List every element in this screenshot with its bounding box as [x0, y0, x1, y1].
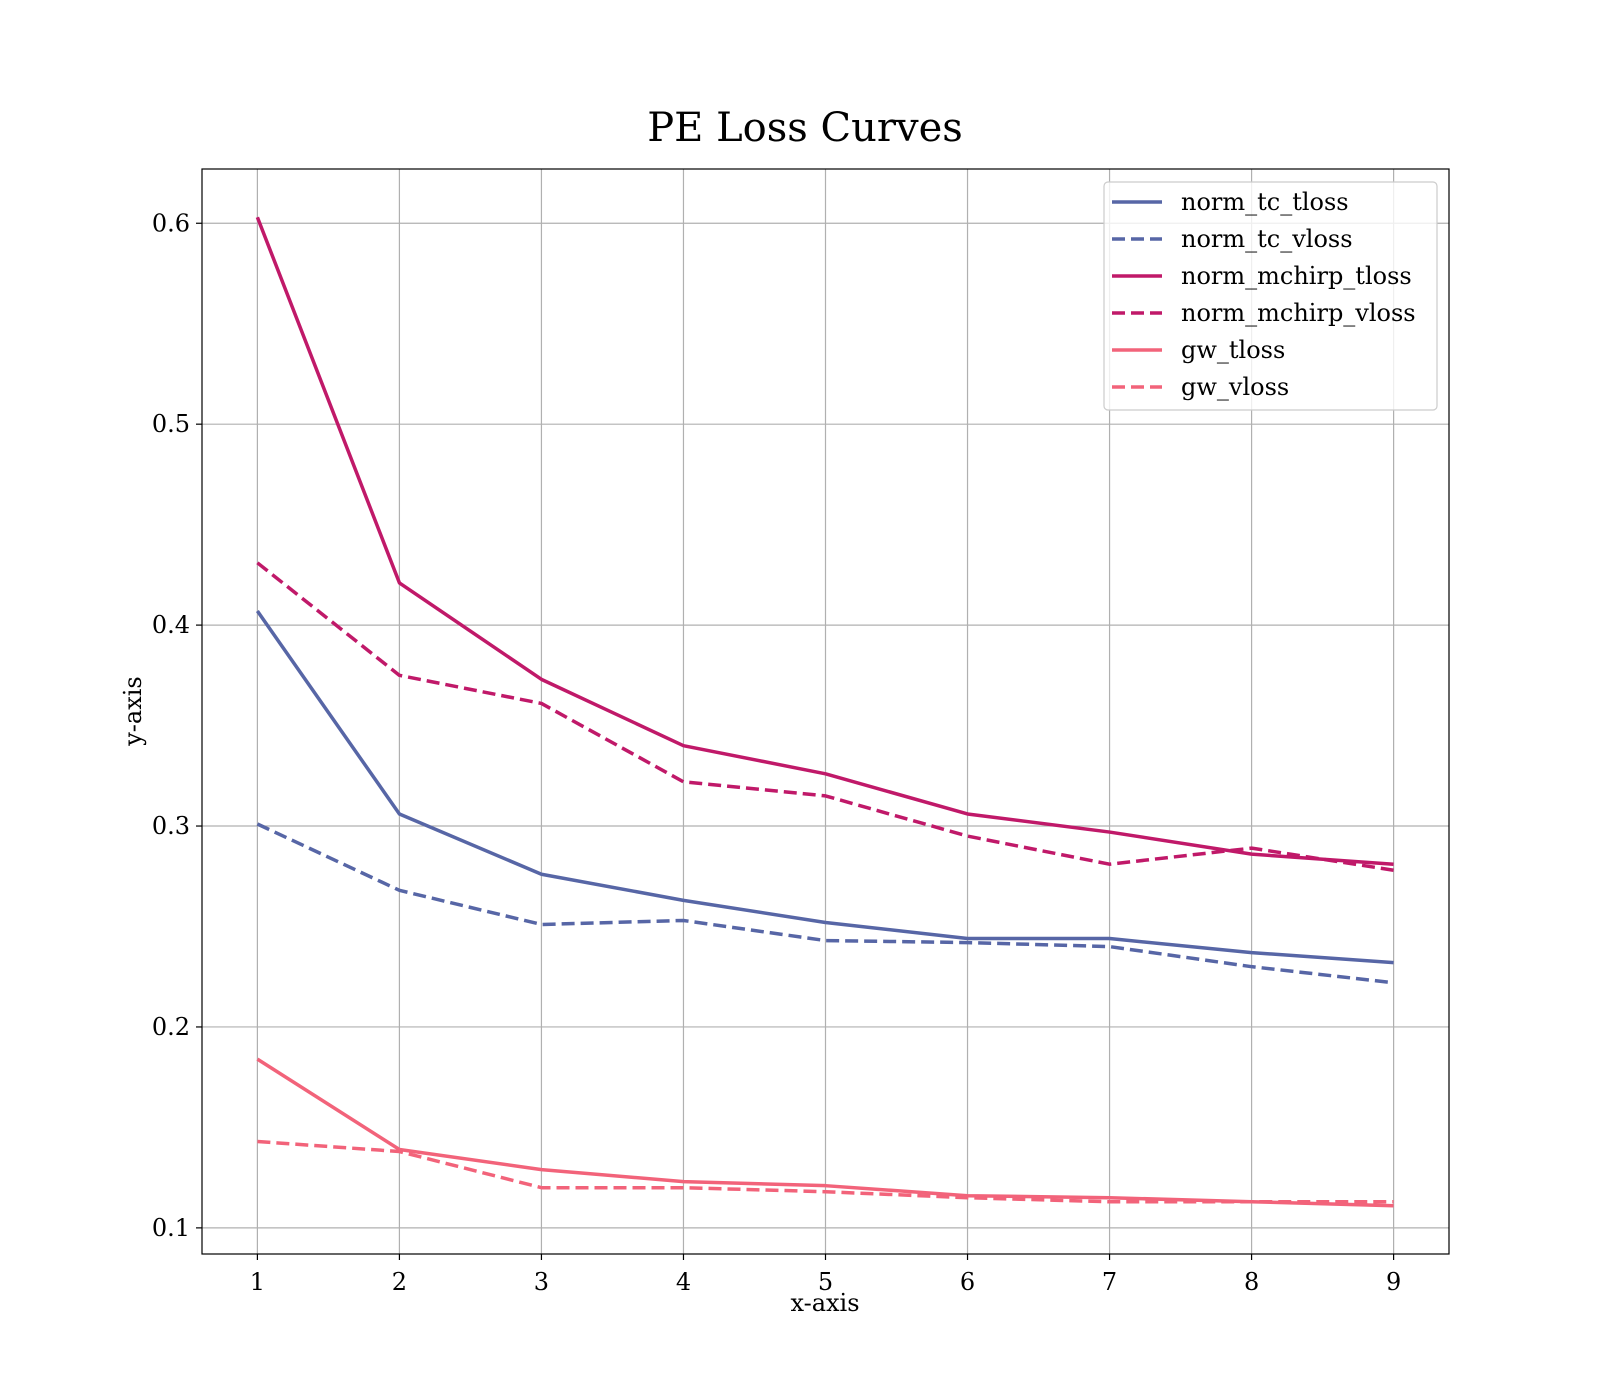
x-tick-label: 5: [818, 1268, 833, 1296]
series-line-norm-mchirp-vloss: [256, 561, 1394, 872]
legend-label: norm_tc_vloss: [1181, 225, 1353, 253]
legend-label: gw_vloss: [1181, 373, 1289, 401]
x-tick-label: 1: [250, 1268, 265, 1296]
legend-label: gw_tloss: [1181, 336, 1285, 364]
legend-label: norm_tc_tloss: [1181, 188, 1349, 216]
x-tick-label: 4: [676, 1268, 691, 1296]
chart-title: PE Loss Curves: [647, 105, 963, 151]
y-axis-label: y-axis: [119, 676, 147, 747]
x-tick-label: 6: [960, 1268, 975, 1296]
y-tick-label: 0.2: [152, 1013, 190, 1041]
y-tick-label: 0.3: [152, 812, 190, 840]
plot-series: [255, 216, 1394, 1208]
series-line-gw-vloss: [257, 1139, 1394, 1204]
legend-label: norm_mchirp_vloss: [1181, 299, 1416, 327]
x-tick-label: 3: [534, 1268, 549, 1296]
x-tick-label: 2: [392, 1268, 407, 1296]
series-line-norm-mchirp-tloss: [255, 216, 1394, 866]
axis-ticks: 1 2 3 4 5 6 7 8 9 0.1 0.2 0.3 0.4 0.5 0.6: [152, 209, 1401, 1296]
grid: [202, 169, 1449, 1254]
y-tick-label: 0.5: [152, 410, 190, 438]
x-tick-label: 9: [1386, 1268, 1401, 1296]
legend-label: norm_mchirp_tloss: [1181, 262, 1412, 290]
y-tick-label: 0.6: [152, 209, 190, 237]
legend: norm_tc_tloss norm_tc_vloss norm_mchirp_tl…: [1103, 181, 1438, 411]
x-tick-label: 7: [1102, 1268, 1117, 1296]
x-tick-label: 8: [1244, 1268, 1259, 1296]
x-axis-label: x-axis: [790, 1289, 859, 1317]
series-line-norm-tc-tloss: [255, 610, 1394, 965]
y-tick-label: 0.4: [152, 611, 190, 639]
legend-box: [1103, 181, 1438, 411]
y-tick-label: 0.1: [152, 1214, 190, 1242]
